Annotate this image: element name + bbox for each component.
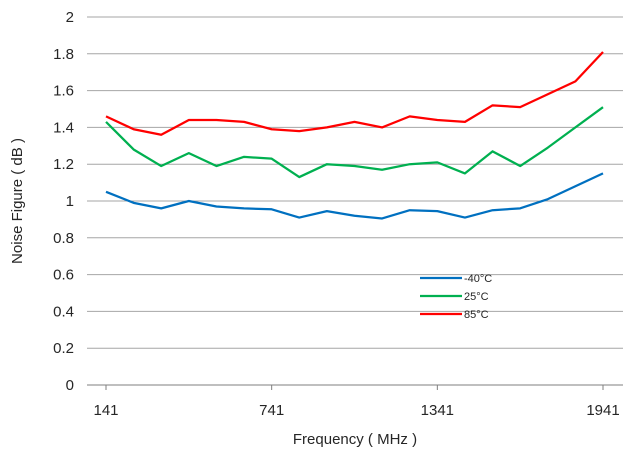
legend: -40°C 25°C 85°C [420, 273, 492, 321]
axes: 0 0.2 0.4 0.6 0.8 1 1.2 1.4 1.6 1.8 2 141 741 1341 194… [53, 9, 623, 419]
y-tick-label: 1.6 [53, 83, 74, 100]
x-tick-label: 1341 [421, 402, 454, 419]
series-line-1 [105, 106, 604, 179]
y-tick-label: 0.8 [53, 230, 74, 247]
y-tick-label: 0.4 [53, 303, 74, 320]
y-tick-label: 0.2 [53, 340, 74, 357]
y-tick-label: 1.8 [53, 46, 74, 63]
series-line-2 [105, 51, 604, 136]
legend-label: 25°C [464, 291, 489, 303]
x-tick-label: 741 [259, 402, 284, 419]
x-tick-label: 141 [93, 402, 118, 419]
y-axis-title: Noise Figure ( dB ) [9, 138, 26, 264]
legend-label: -40°C [464, 273, 492, 285]
y-tick-label: 1.2 [53, 156, 74, 173]
grid-lines [87, 16, 623, 349]
y-tick-label: 2 [66, 9, 74, 26]
legend-label: 85°C [464, 309, 489, 321]
y-tick-label: 1.4 [53, 119, 74, 136]
y-tick-label: 0.6 [53, 267, 74, 284]
y-tick-label: 1 [66, 193, 74, 210]
x-tick-label: 1941 [586, 402, 619, 419]
series-line-0 [105, 172, 604, 220]
series-lines [105, 51, 604, 220]
x-axis-title: Frequency ( MHz ) [293, 431, 417, 448]
y-tick-label: 0 [66, 377, 74, 394]
